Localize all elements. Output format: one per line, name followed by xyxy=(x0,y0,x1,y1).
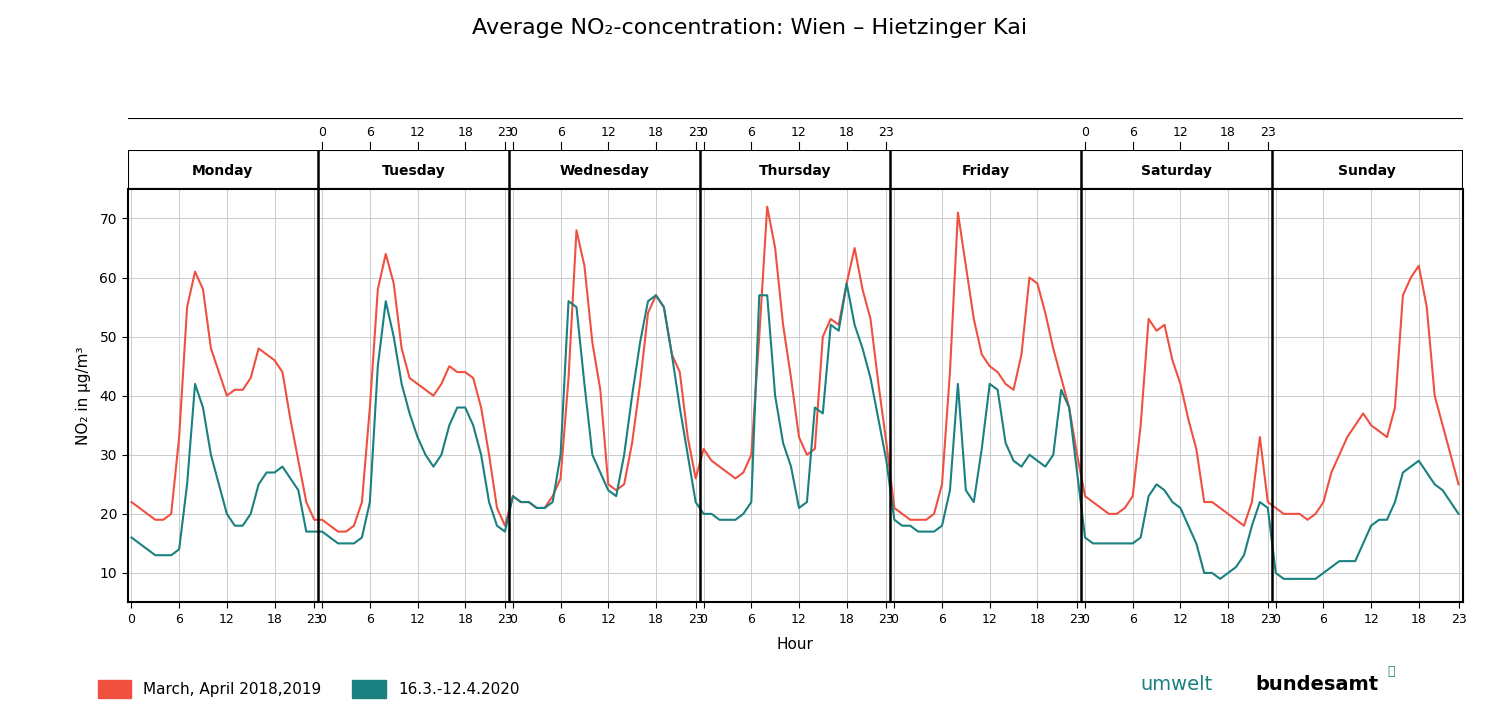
Text: Ⓤ: Ⓤ xyxy=(1388,665,1395,678)
Legend: March, April 2018,2019, 16.3.-12.4.2020: March, April 2018,2019, 16.3.-12.4.2020 xyxy=(98,679,519,698)
Text: 12: 12 xyxy=(600,125,616,138)
Text: 6: 6 xyxy=(556,125,564,138)
Text: 23: 23 xyxy=(879,125,894,138)
Text: 18: 18 xyxy=(1220,125,1236,138)
Text: Tuesday: Tuesday xyxy=(381,164,446,178)
Text: 6: 6 xyxy=(366,125,374,138)
Text: 18: 18 xyxy=(648,125,664,138)
Text: Average NO₂-concentration: Wien – Hietzinger Kai: Average NO₂-concentration: Wien – Hietzi… xyxy=(472,18,1028,38)
Text: bundesamt: bundesamt xyxy=(1256,675,1378,694)
Y-axis label: NO₂ in μg/m³: NO₂ in μg/m³ xyxy=(76,347,92,445)
Text: Monday: Monday xyxy=(192,164,254,178)
Text: Sunday: Sunday xyxy=(1338,164,1396,178)
Text: 0: 0 xyxy=(509,125,518,138)
Text: Saturday: Saturday xyxy=(1142,164,1212,178)
Text: 18: 18 xyxy=(458,125,472,138)
Text: 23: 23 xyxy=(1260,125,1275,138)
X-axis label: Hour: Hour xyxy=(777,637,813,652)
Text: 12: 12 xyxy=(1173,125,1188,138)
Text: 0: 0 xyxy=(318,125,326,138)
Text: 18: 18 xyxy=(839,125,855,138)
Text: Wednesday: Wednesday xyxy=(560,164,650,178)
Text: 6: 6 xyxy=(747,125,754,138)
Text: 23: 23 xyxy=(688,125,703,138)
Text: umwelt: umwelt xyxy=(1140,675,1212,694)
Text: 12: 12 xyxy=(790,125,807,138)
Text: 12: 12 xyxy=(410,125,426,138)
Text: 0: 0 xyxy=(699,125,708,138)
Text: 6: 6 xyxy=(1130,125,1137,138)
Text: Thursday: Thursday xyxy=(759,164,831,178)
Text: 0: 0 xyxy=(1082,125,1089,138)
Text: Friday: Friday xyxy=(962,164,1010,178)
Text: 23: 23 xyxy=(496,125,513,138)
